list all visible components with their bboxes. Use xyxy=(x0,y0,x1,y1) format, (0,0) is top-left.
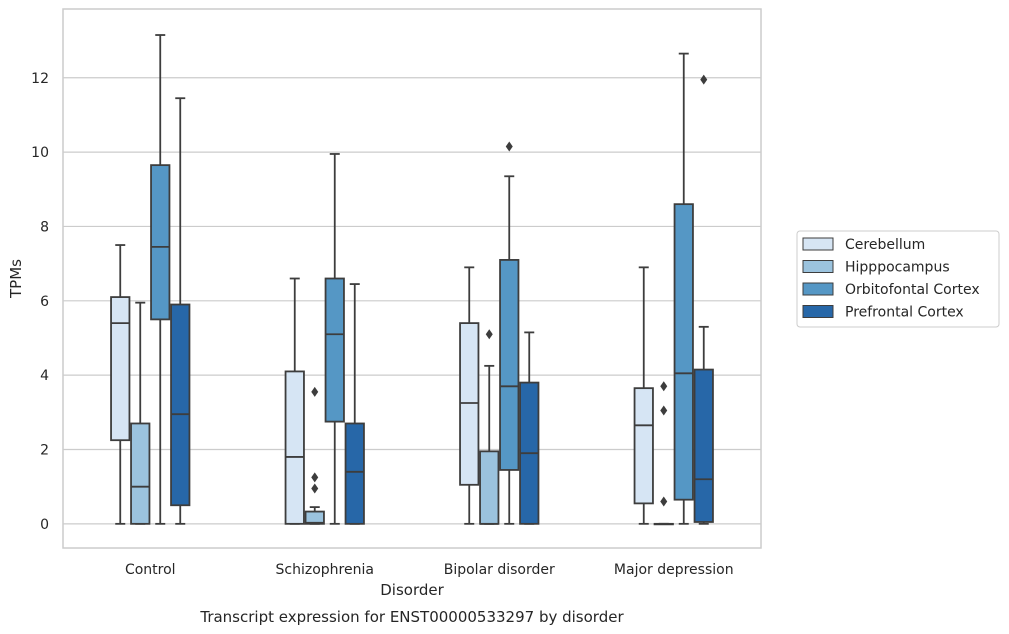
legend-label: Hipppocampus xyxy=(845,260,950,276)
legend-swatch xyxy=(802,282,834,296)
box-iqr xyxy=(499,259,520,471)
legend-label: Cerebellum xyxy=(845,237,925,253)
legend-swatch xyxy=(802,305,834,318)
x-tick-label: Major depression xyxy=(614,562,734,578)
box-4 xyxy=(673,52,694,525)
box-4 xyxy=(693,74,714,525)
y-tick-labels: 0 2 4 6 8 10 12 xyxy=(31,71,49,533)
box-iqr xyxy=(633,387,654,505)
legend-entry: Orbitofontal Cortex xyxy=(802,282,980,298)
box-1 xyxy=(130,301,151,525)
y-tick-label: 2 xyxy=(40,442,49,458)
outlier-point xyxy=(660,381,668,392)
box-iqr xyxy=(479,450,500,525)
outlier-point xyxy=(311,472,319,483)
x-tick-label: Bipolar disorder xyxy=(444,562,555,578)
y-tick-label: 10 xyxy=(31,145,49,161)
legend-entry: Cerebellum xyxy=(802,237,925,253)
box-iqr xyxy=(284,370,305,525)
box-4 xyxy=(633,266,654,525)
legend: Cerebellum Hipppocampus Orbitofontal Corte… xyxy=(796,230,1000,328)
series-prefrontal-cortex xyxy=(170,74,714,525)
box-iqr xyxy=(673,203,694,501)
box-3 xyxy=(499,141,520,525)
legend-frame xyxy=(796,230,1000,328)
legend-entry: Prefrontal Cortex xyxy=(802,305,964,321)
outlier-point xyxy=(700,74,708,85)
box-iqr xyxy=(459,322,480,486)
box-1 xyxy=(170,97,191,525)
legend-swatch xyxy=(802,237,834,251)
x-tick-label: Control xyxy=(125,562,176,578)
outlier-point xyxy=(485,329,493,340)
y-tick-label: 4 xyxy=(40,368,49,384)
box-2 xyxy=(324,153,345,525)
plot-frame xyxy=(62,8,762,549)
box-iqr xyxy=(110,296,131,442)
box-series xyxy=(110,34,714,526)
x-tick-label: Schizophrenia xyxy=(276,562,374,578)
chart-caption: Transcript expression for ENST0000053329… xyxy=(199,608,624,626)
box-3 xyxy=(459,266,480,525)
legend-label: Orbitofontal Cortex xyxy=(845,282,980,298)
outlier-point xyxy=(505,141,513,152)
box-3 xyxy=(519,331,540,525)
outlier-point xyxy=(311,483,319,494)
box-3 xyxy=(479,329,500,525)
y-tick-label: 6 xyxy=(40,294,49,310)
box-iqr xyxy=(304,510,325,525)
box-iqr xyxy=(324,277,345,423)
series-orbitofontal-cortex xyxy=(150,34,694,525)
outlier-point xyxy=(660,405,668,416)
series-cerebellum xyxy=(110,244,654,525)
outlier-point xyxy=(660,496,668,507)
series-hipppocampus xyxy=(130,301,674,526)
box-iqr xyxy=(130,422,151,525)
box-2 xyxy=(304,386,325,525)
y-tick-label: 0 xyxy=(40,517,49,533)
legend-swatch xyxy=(802,260,834,273)
outlier-point xyxy=(311,386,319,397)
box-iqr xyxy=(170,303,191,507)
box-2 xyxy=(344,283,365,525)
box-1 xyxy=(150,34,171,525)
box-iqr xyxy=(344,422,365,525)
x-axis-label: Disorder xyxy=(380,581,444,599)
y-axis-label: TPMs xyxy=(7,259,25,299)
box-1 xyxy=(110,244,131,525)
box-2 xyxy=(284,277,305,525)
legend-label: Prefrontal Cortex xyxy=(845,305,964,321)
y-tick-label: 8 xyxy=(40,219,49,235)
legend-entry: Hipppocampus xyxy=(802,260,950,276)
y-tick-label: 12 xyxy=(31,71,49,87)
x-tick-labels: Control Schizophrenia Bipolar disorder Majo… xyxy=(125,562,734,578)
box-4 xyxy=(653,381,674,526)
box-iqr xyxy=(693,368,714,523)
box-iqr xyxy=(150,164,171,321)
